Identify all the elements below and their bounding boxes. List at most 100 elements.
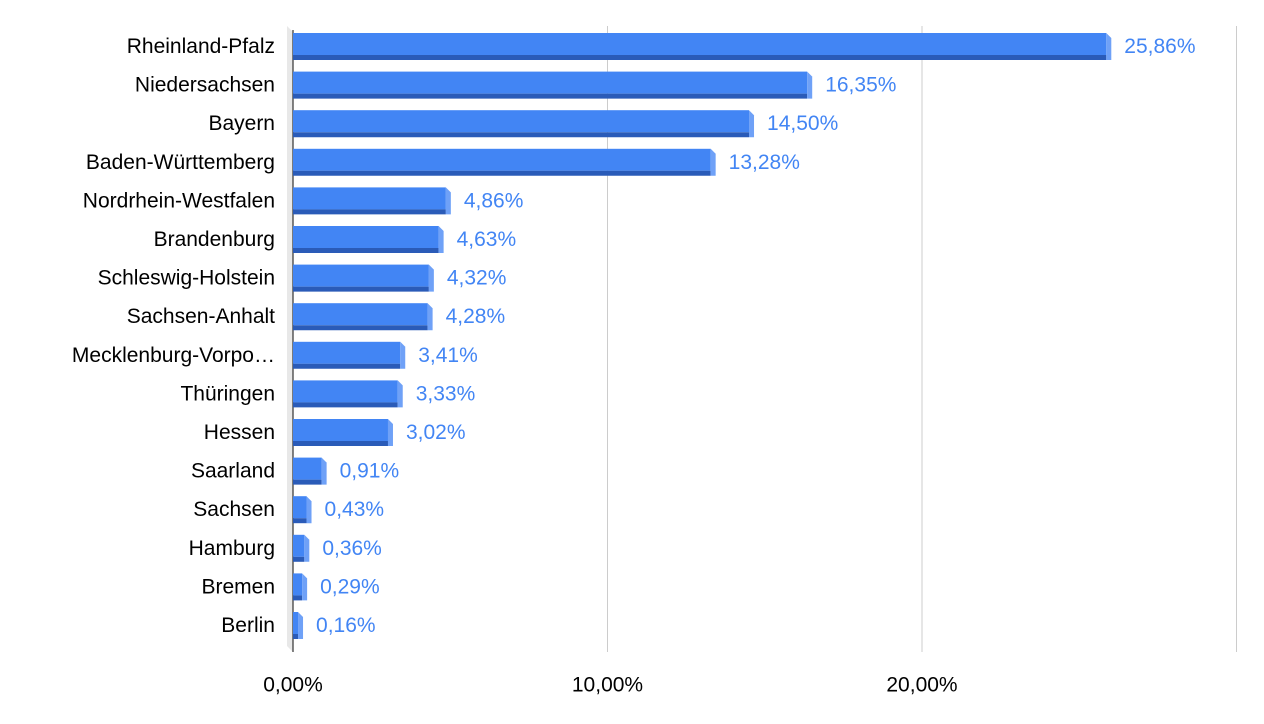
- value-label: 4,28%: [446, 305, 506, 328]
- value-label: 3,33%: [416, 382, 476, 405]
- bar-bottom: [293, 595, 303, 601]
- bar-side: [400, 341, 406, 369]
- bar-bottom: [293, 248, 439, 253]
- bar: [293, 148, 716, 176]
- bar-front: [293, 534, 305, 557]
- bar-front: [293, 380, 398, 403]
- bars: [293, 33, 1112, 639]
- bar-bottom: [293, 634, 299, 639]
- bar-bottom: [293, 518, 307, 524]
- bar: [293, 110, 755, 138]
- bar: [293, 457, 327, 485]
- bar-side: [298, 612, 304, 639]
- category-label: Thüringen: [180, 382, 275, 405]
- bar-front: [293, 187, 446, 210]
- category-label: Berlin: [221, 614, 275, 637]
- bar: [293, 187, 451, 215]
- bar-side: [387, 419, 393, 446]
- bar-side: [304, 534, 310, 562]
- bar-front: [293, 341, 401, 364]
- bar-side: [321, 457, 327, 485]
- category-label: Mecklenburg-Vorpo…: [72, 344, 275, 367]
- bar-side: [427, 303, 433, 331]
- bar-front: [293, 33, 1107, 55]
- bar-side: [302, 573, 308, 601]
- value-label: 25,86%: [1124, 35, 1195, 58]
- category-label: Bayern: [208, 112, 275, 135]
- category-label: Hessen: [204, 421, 275, 444]
- category-labels: Rheinland-Pfalz Niedersachsen Bayern Baden-…: [72, 35, 275, 637]
- bar-front: [293, 71, 808, 94]
- bar-front: [293, 148, 711, 171]
- category-label: Bremen: [201, 575, 275, 598]
- value-label: 0,16%: [316, 614, 376, 637]
- axis-wall: [287, 26, 293, 652]
- value-label: 3,02%: [406, 421, 466, 444]
- bar-side: [807, 71, 813, 99]
- bar: [293, 303, 433, 331]
- value-labels: 25,86% 16,35% 14,50% 13,28% 4,86% 4,63% 4,32% 4…: [316, 35, 1195, 637]
- x-tick-label: 10,00%: [572, 674, 643, 697]
- bar-bottom: [293, 402, 398, 408]
- value-label: 0,91%: [340, 460, 400, 483]
- bar: [293, 226, 444, 253]
- value-label: 0,29%: [320, 575, 380, 598]
- value-label: 4,63%: [457, 228, 517, 251]
- bar: [293, 380, 403, 408]
- bar: [293, 534, 310, 562]
- bar-front: [293, 264, 429, 287]
- category-label: Hamburg: [189, 537, 275, 560]
- value-label: 16,35%: [825, 74, 896, 97]
- bar-bottom: [293, 556, 305, 562]
- bar: [293, 341, 406, 369]
- bar-side: [1106, 33, 1112, 60]
- x-axis-ticks: 0,00% 10,00% 20,00%: [263, 674, 957, 697]
- bar: [293, 71, 813, 99]
- bar-front: [293, 110, 750, 133]
- bar-bottom: [293, 209, 446, 215]
- value-label: 4,86%: [464, 189, 524, 212]
- category-label: Schleswig-Holstein: [98, 267, 275, 290]
- x-tick-label: 20,00%: [886, 674, 957, 697]
- bar: [293, 573, 308, 601]
- bar-bottom: [293, 363, 401, 369]
- category-label: Nordrhein-Westfalen: [83, 189, 275, 212]
- value-label: 13,28%: [729, 151, 800, 174]
- bar-front: [293, 457, 322, 480]
- bar-side: [710, 148, 716, 176]
- category-label: Sachsen: [193, 498, 275, 521]
- category-label: Rheinland-Pfalz: [127, 35, 275, 58]
- bar-bottom: [293, 93, 808, 99]
- bar-bottom: [293, 55, 1107, 60]
- bar: [293, 496, 312, 524]
- bar-bottom: [293, 132, 750, 138]
- category-label: Baden-Württemberg: [86, 151, 275, 174]
- bar-front: [293, 496, 307, 519]
- y-axis: [287, 26, 294, 652]
- value-label: 4,32%: [447, 267, 507, 290]
- bar-bottom: [293, 325, 428, 331]
- bar: [293, 33, 1112, 60]
- bar-side: [749, 110, 755, 138]
- category-label: Brandenburg: [154, 228, 275, 251]
- bar-bottom: [293, 441, 388, 446]
- bar-bottom: [293, 286, 429, 292]
- bar-front: [293, 612, 299, 634]
- bar-front: [293, 303, 428, 326]
- bar-front: [293, 419, 388, 441]
- category-label: Sachsen-Anhalt: [127, 305, 275, 328]
- category-label: Niedersachsen: [135, 74, 275, 97]
- bar-side: [445, 187, 451, 215]
- value-label: 14,50%: [767, 112, 838, 135]
- value-label: 0,36%: [322, 537, 382, 560]
- bar-side: [306, 496, 312, 524]
- bar-side: [428, 264, 434, 292]
- bar-front: [293, 226, 439, 248]
- bar-side: [397, 380, 403, 408]
- bar: [293, 419, 393, 446]
- bar-bottom: [293, 479, 322, 485]
- category-label: Saarland: [191, 460, 275, 483]
- value-label: 0,43%: [325, 498, 385, 521]
- bar: [293, 612, 304, 639]
